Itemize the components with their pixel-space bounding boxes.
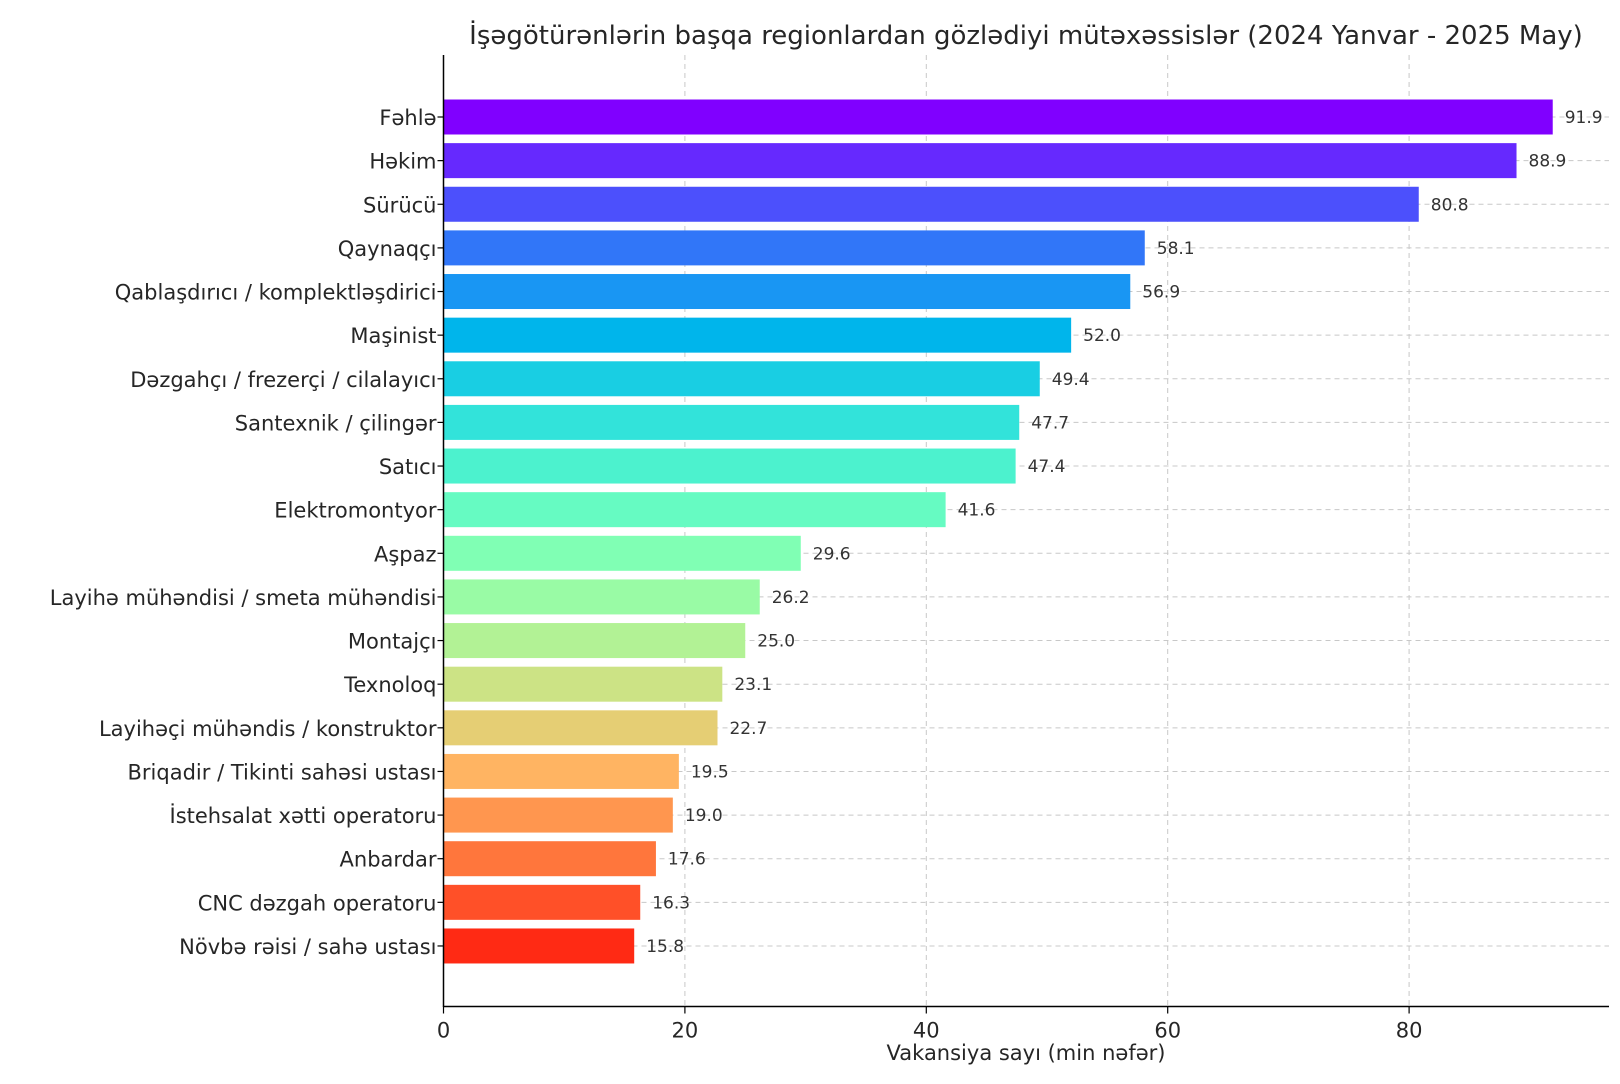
bar xyxy=(443,666,723,702)
x-tick-label: 20 xyxy=(672,1019,699,1043)
category-label: Briqadir / Tikinti sahəsi ustası xyxy=(128,760,437,784)
labels-layer: Fəhlə Həkim Sürücü Qaynaqçı Qablaşdırıcı / k… xyxy=(50,106,437,959)
x-tick-label: 60 xyxy=(1154,1019,1181,1043)
bar xyxy=(443,404,1020,440)
value-label: 88.9 xyxy=(1529,152,1567,172)
chart-title: İşəgötürənlərin başqa regionlardan gözlə… xyxy=(469,19,1583,51)
category-label: Anbardar xyxy=(340,848,437,872)
category-label: Aşpaz xyxy=(374,542,437,566)
value-label: 49.4 xyxy=(1052,370,1090,390)
category-label: İstehsalat xətti operatoru xyxy=(170,803,437,828)
category-label: Qaynaqçı xyxy=(338,237,437,261)
bar xyxy=(443,884,641,920)
value-label: 19.0 xyxy=(685,806,723,826)
category-label: Santexnik / çilingər xyxy=(235,411,437,435)
value-label: 25.0 xyxy=(757,632,795,652)
category-label: Layihə mühəndisi / smeta mühəndisi xyxy=(50,586,437,610)
value-label: 26.2 xyxy=(772,588,810,608)
value-label: 56.9 xyxy=(1142,283,1180,303)
value-label: 23.1 xyxy=(734,675,772,695)
bar xyxy=(443,448,1016,484)
category-label: Sürücü xyxy=(363,193,436,217)
bar xyxy=(443,99,1553,135)
category-label: Maşinist xyxy=(350,324,436,348)
bar xyxy=(443,317,1072,353)
bar xyxy=(443,361,1040,397)
value-label: 17.6 xyxy=(668,850,706,870)
bars-layer xyxy=(443,99,1553,964)
value-label: 58.1 xyxy=(1157,239,1195,259)
bar xyxy=(443,492,946,528)
category-label: Dəzgahçı / frezerçi / cilalayıcı xyxy=(130,368,436,392)
x-tick-label: 80 xyxy=(1396,1019,1423,1043)
category-label: CNC dəzgah operatoru xyxy=(198,891,437,915)
value-label: 47.4 xyxy=(1028,457,1066,477)
category-label: Satıcı xyxy=(379,455,437,479)
value-label: 91.9 xyxy=(1565,108,1603,128)
bar xyxy=(443,928,635,964)
category-label: Layihəçi mühəndis / konstruktor xyxy=(99,717,437,741)
value-label: 19.5 xyxy=(691,762,729,782)
value-label: 22.7 xyxy=(729,719,767,739)
category-label: Həkim xyxy=(369,150,436,174)
bar xyxy=(443,143,1517,179)
x-tick-label: 40 xyxy=(913,1019,940,1043)
values-layer: 91.9 88.9 80.8 58.1 56.9 52.0 49.4 47.7 47.4 41.6… xyxy=(646,108,1602,957)
value-label: 80.8 xyxy=(1431,195,1469,215)
bar xyxy=(443,186,1419,222)
category-label: Qablaşdırıcı / komplektləşdirici xyxy=(115,281,437,305)
x-axis-label: Vakansiya sayı (min nəfər) xyxy=(887,1041,1166,1065)
value-label: 29.6 xyxy=(813,544,851,564)
category-label: Texnoloq xyxy=(343,673,436,697)
bar xyxy=(443,579,760,615)
bar xyxy=(443,797,673,833)
grid-layer xyxy=(443,55,1609,1007)
value-label: 16.3 xyxy=(652,893,690,913)
bar xyxy=(443,230,1145,266)
bar xyxy=(443,710,718,746)
bar xyxy=(443,623,746,659)
value-label: 15.8 xyxy=(646,937,684,957)
value-label: 41.6 xyxy=(958,501,996,521)
value-label: 47.7 xyxy=(1031,413,1069,433)
category-label: Fəhlə xyxy=(379,106,436,130)
axes-layer xyxy=(442,55,1609,1008)
bar xyxy=(443,274,1131,310)
category-label: Elektromontyor xyxy=(274,499,437,523)
category-label: Montajçı xyxy=(348,630,437,654)
bar xyxy=(443,535,801,571)
value-label: 52.0 xyxy=(1083,326,1121,346)
bar xyxy=(443,753,679,789)
category-label: Növbə rəisi / sahə ustası xyxy=(179,935,436,959)
x-tick-label: 0 xyxy=(437,1019,450,1043)
bar xyxy=(443,841,656,877)
ticks-layer: 0 20 40 60 80 xyxy=(437,116,1423,1043)
